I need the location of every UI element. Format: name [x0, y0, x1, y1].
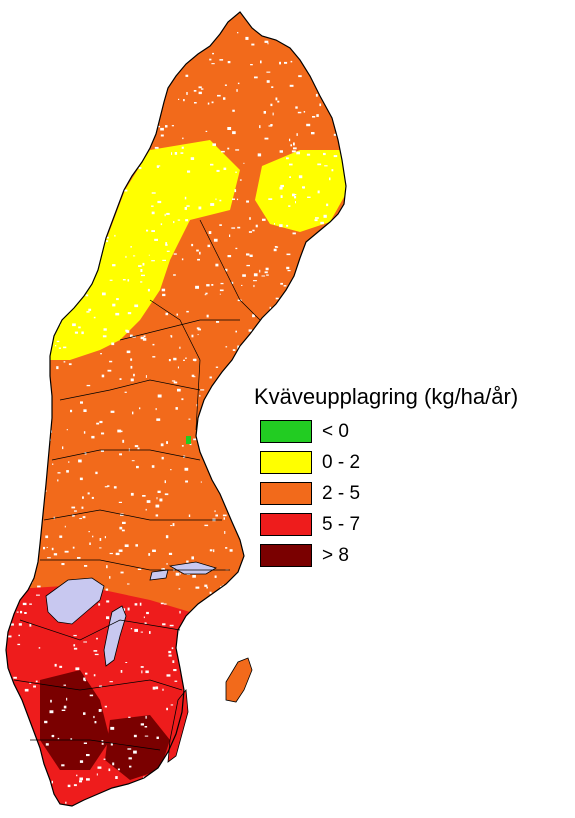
legend-item: 2 - 5 [254, 478, 572, 509]
legend-item: 0 - 2 [254, 447, 572, 478]
legend-swatch [260, 544, 312, 567]
negative-patch [186, 436, 191, 444]
map-legend: Kväveupplagring (kg/ha/år) < 0 0 - 2 2 -… [254, 384, 572, 571]
legend-item: 5 - 7 [254, 509, 572, 540]
legend-label: > 8 [322, 545, 349, 567]
legend-label: 0 - 2 [322, 452, 360, 474]
legend-item: > 8 [254, 540, 572, 571]
legend-label: < 0 [322, 421, 349, 443]
red-zone-south [0, 585, 200, 810]
legend-swatch [260, 451, 312, 474]
legend-label: 2 - 5 [322, 483, 360, 505]
gotland-island [226, 658, 252, 702]
legend-title: Kväveupplagring (kg/ha/år) [254, 384, 572, 410]
legend-swatch [260, 513, 312, 536]
legend-swatch [260, 420, 312, 443]
legend-item: < 0 [254, 416, 572, 447]
legend-swatch [260, 482, 312, 505]
legend-label: 5 - 7 [322, 514, 360, 536]
